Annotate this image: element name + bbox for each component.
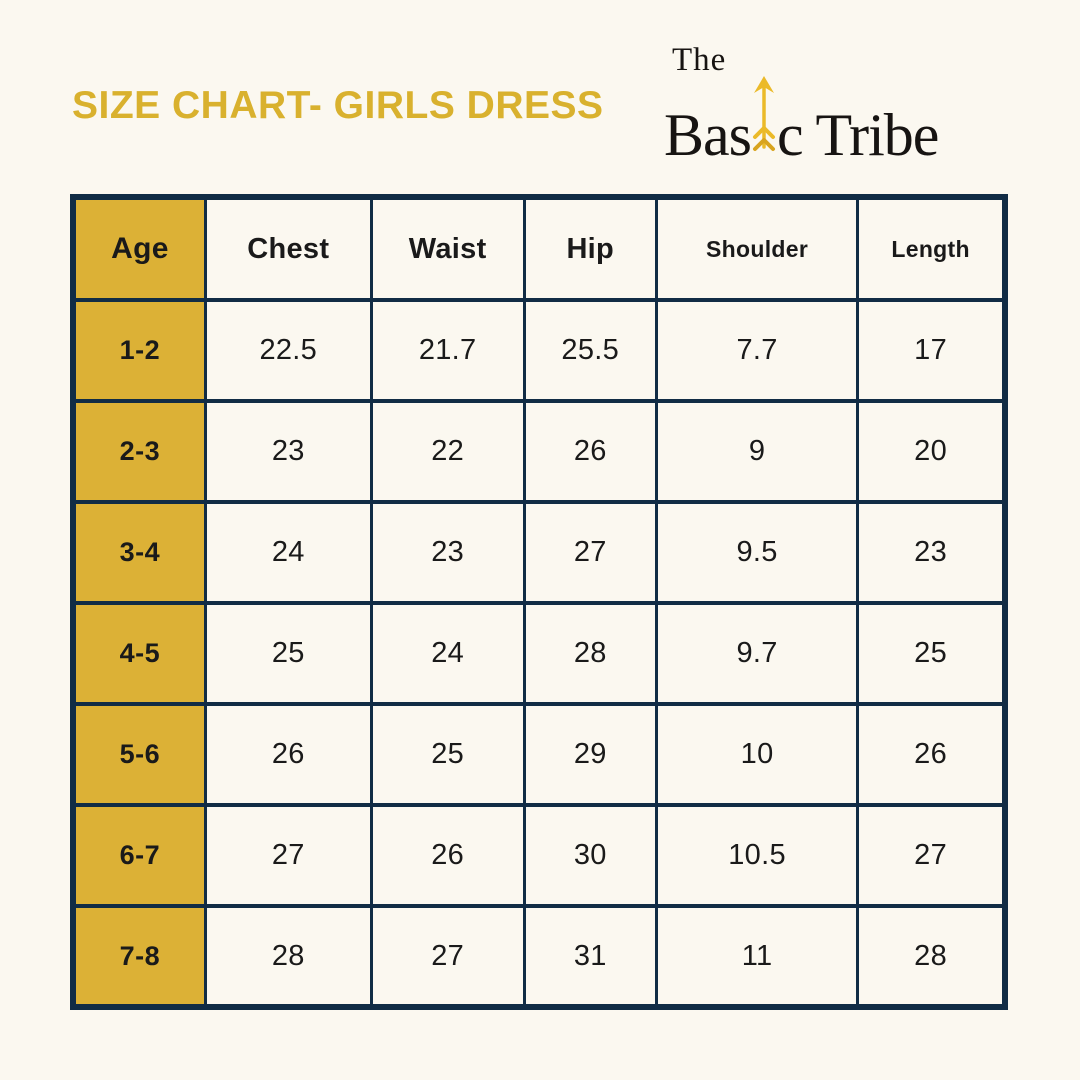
measurement-cell: 9.5: [654, 500, 860, 605]
measurement-cell: 28: [522, 601, 658, 706]
measurement-cell: 28: [203, 904, 373, 1009]
arrow-up-icon: [753, 76, 775, 151]
column-header-shoulder: Shoulder: [654, 195, 860, 302]
measurement-cell: 25: [856, 601, 1007, 706]
measurement-cell: 25.5: [522, 298, 658, 403]
age-cell: 4-5: [71, 601, 207, 706]
table-row: 4-5 25 24 28 9.7 25: [71, 601, 1007, 706]
measurement-cell: 29: [522, 702, 658, 807]
measurement-cell: 23: [369, 500, 526, 605]
measurement-cell: 30: [522, 803, 658, 908]
table-row: 1-2 22.5 21.7 25.5 7.7 17: [71, 298, 1007, 403]
age-cell: 1-2: [71, 298, 207, 403]
column-header-hip: Hip: [522, 195, 658, 302]
measurement-cell: 31: [522, 904, 658, 1009]
measurement-cell: 25: [369, 702, 526, 807]
measurement-cell: 17: [856, 298, 1007, 403]
table-body: 1-2 22.5 21.7 25.5 7.7 17 2-3 23 22 26 9 20 3-4 24 23 2…: [71, 298, 1007, 1009]
brand-logo: The Bas c Tribe: [664, 42, 939, 168]
measurement-cell: 11: [654, 904, 860, 1009]
measurement-cell: 22.5: [203, 298, 373, 403]
column-header-chest: Chest: [203, 195, 373, 302]
age-cell: 3-4: [71, 500, 207, 605]
measurement-cell: 9: [654, 399, 860, 504]
measurement-cell: 27: [369, 904, 526, 1009]
measurement-cell: 25: [203, 601, 373, 706]
table-row: 7-8 28 27 31 11 28: [71, 904, 1007, 1009]
table-header-row: Age Chest Waist Hip Shoulder Length: [71, 195, 1007, 302]
measurement-cell: 20: [856, 399, 1007, 504]
measurement-cell: 22: [369, 399, 526, 504]
measurement-cell: 24: [369, 601, 526, 706]
logo-word-part1: Bas: [664, 102, 752, 168]
table-row: 5-6 26 25 29 10 26: [71, 702, 1007, 807]
logo-word-part2: c Tribe: [777, 102, 939, 168]
logo-line-the: The: [672, 42, 727, 78]
measurement-cell: 21.7: [369, 298, 526, 403]
size-chart-table: Age Chest Waist Hip Shoulder Length 1-2 22.5 21…: [70, 194, 1008, 1010]
measurement-cell: 26: [203, 702, 373, 807]
table-header: Age Chest Waist Hip Shoulder Length: [71, 195, 1007, 302]
measurement-cell: 24: [203, 500, 373, 605]
measurement-cell: 27: [203, 803, 373, 908]
age-cell: 7-8: [71, 904, 207, 1009]
age-cell: 5-6: [71, 702, 207, 807]
measurement-cell: 27: [856, 803, 1007, 908]
measurement-cell: 10: [654, 702, 860, 807]
measurement-cell: 23: [203, 399, 373, 504]
column-header-age: Age: [71, 195, 207, 302]
measurement-cell: 23: [856, 500, 1007, 605]
measurement-cell: 28: [856, 904, 1007, 1009]
column-header-length: Length: [856, 195, 1007, 302]
age-cell: 6-7: [71, 803, 207, 908]
table-row: 6-7 27 26 30 10.5 27: [71, 803, 1007, 908]
age-cell: 2-3: [71, 399, 207, 504]
measurement-cell: 26: [522, 399, 658, 504]
measurement-cell: 9.7: [654, 601, 860, 706]
logo-line-main: Bas c Tribe: [664, 75, 939, 168]
measurement-cell: 7.7: [654, 298, 860, 403]
column-header-waist: Waist: [369, 195, 526, 302]
table-row: 2-3 23 22 26 9 20: [71, 399, 1007, 504]
table-row: 3-4 24 23 27 9.5 23: [71, 500, 1007, 605]
measurement-cell: 26: [369, 803, 526, 908]
page-title: SIZE CHART- GIRLS DRESS: [72, 84, 604, 127]
measurement-cell: 10.5: [654, 803, 860, 908]
measurement-cell: 26: [856, 702, 1007, 807]
measurement-cell: 27: [522, 500, 658, 605]
